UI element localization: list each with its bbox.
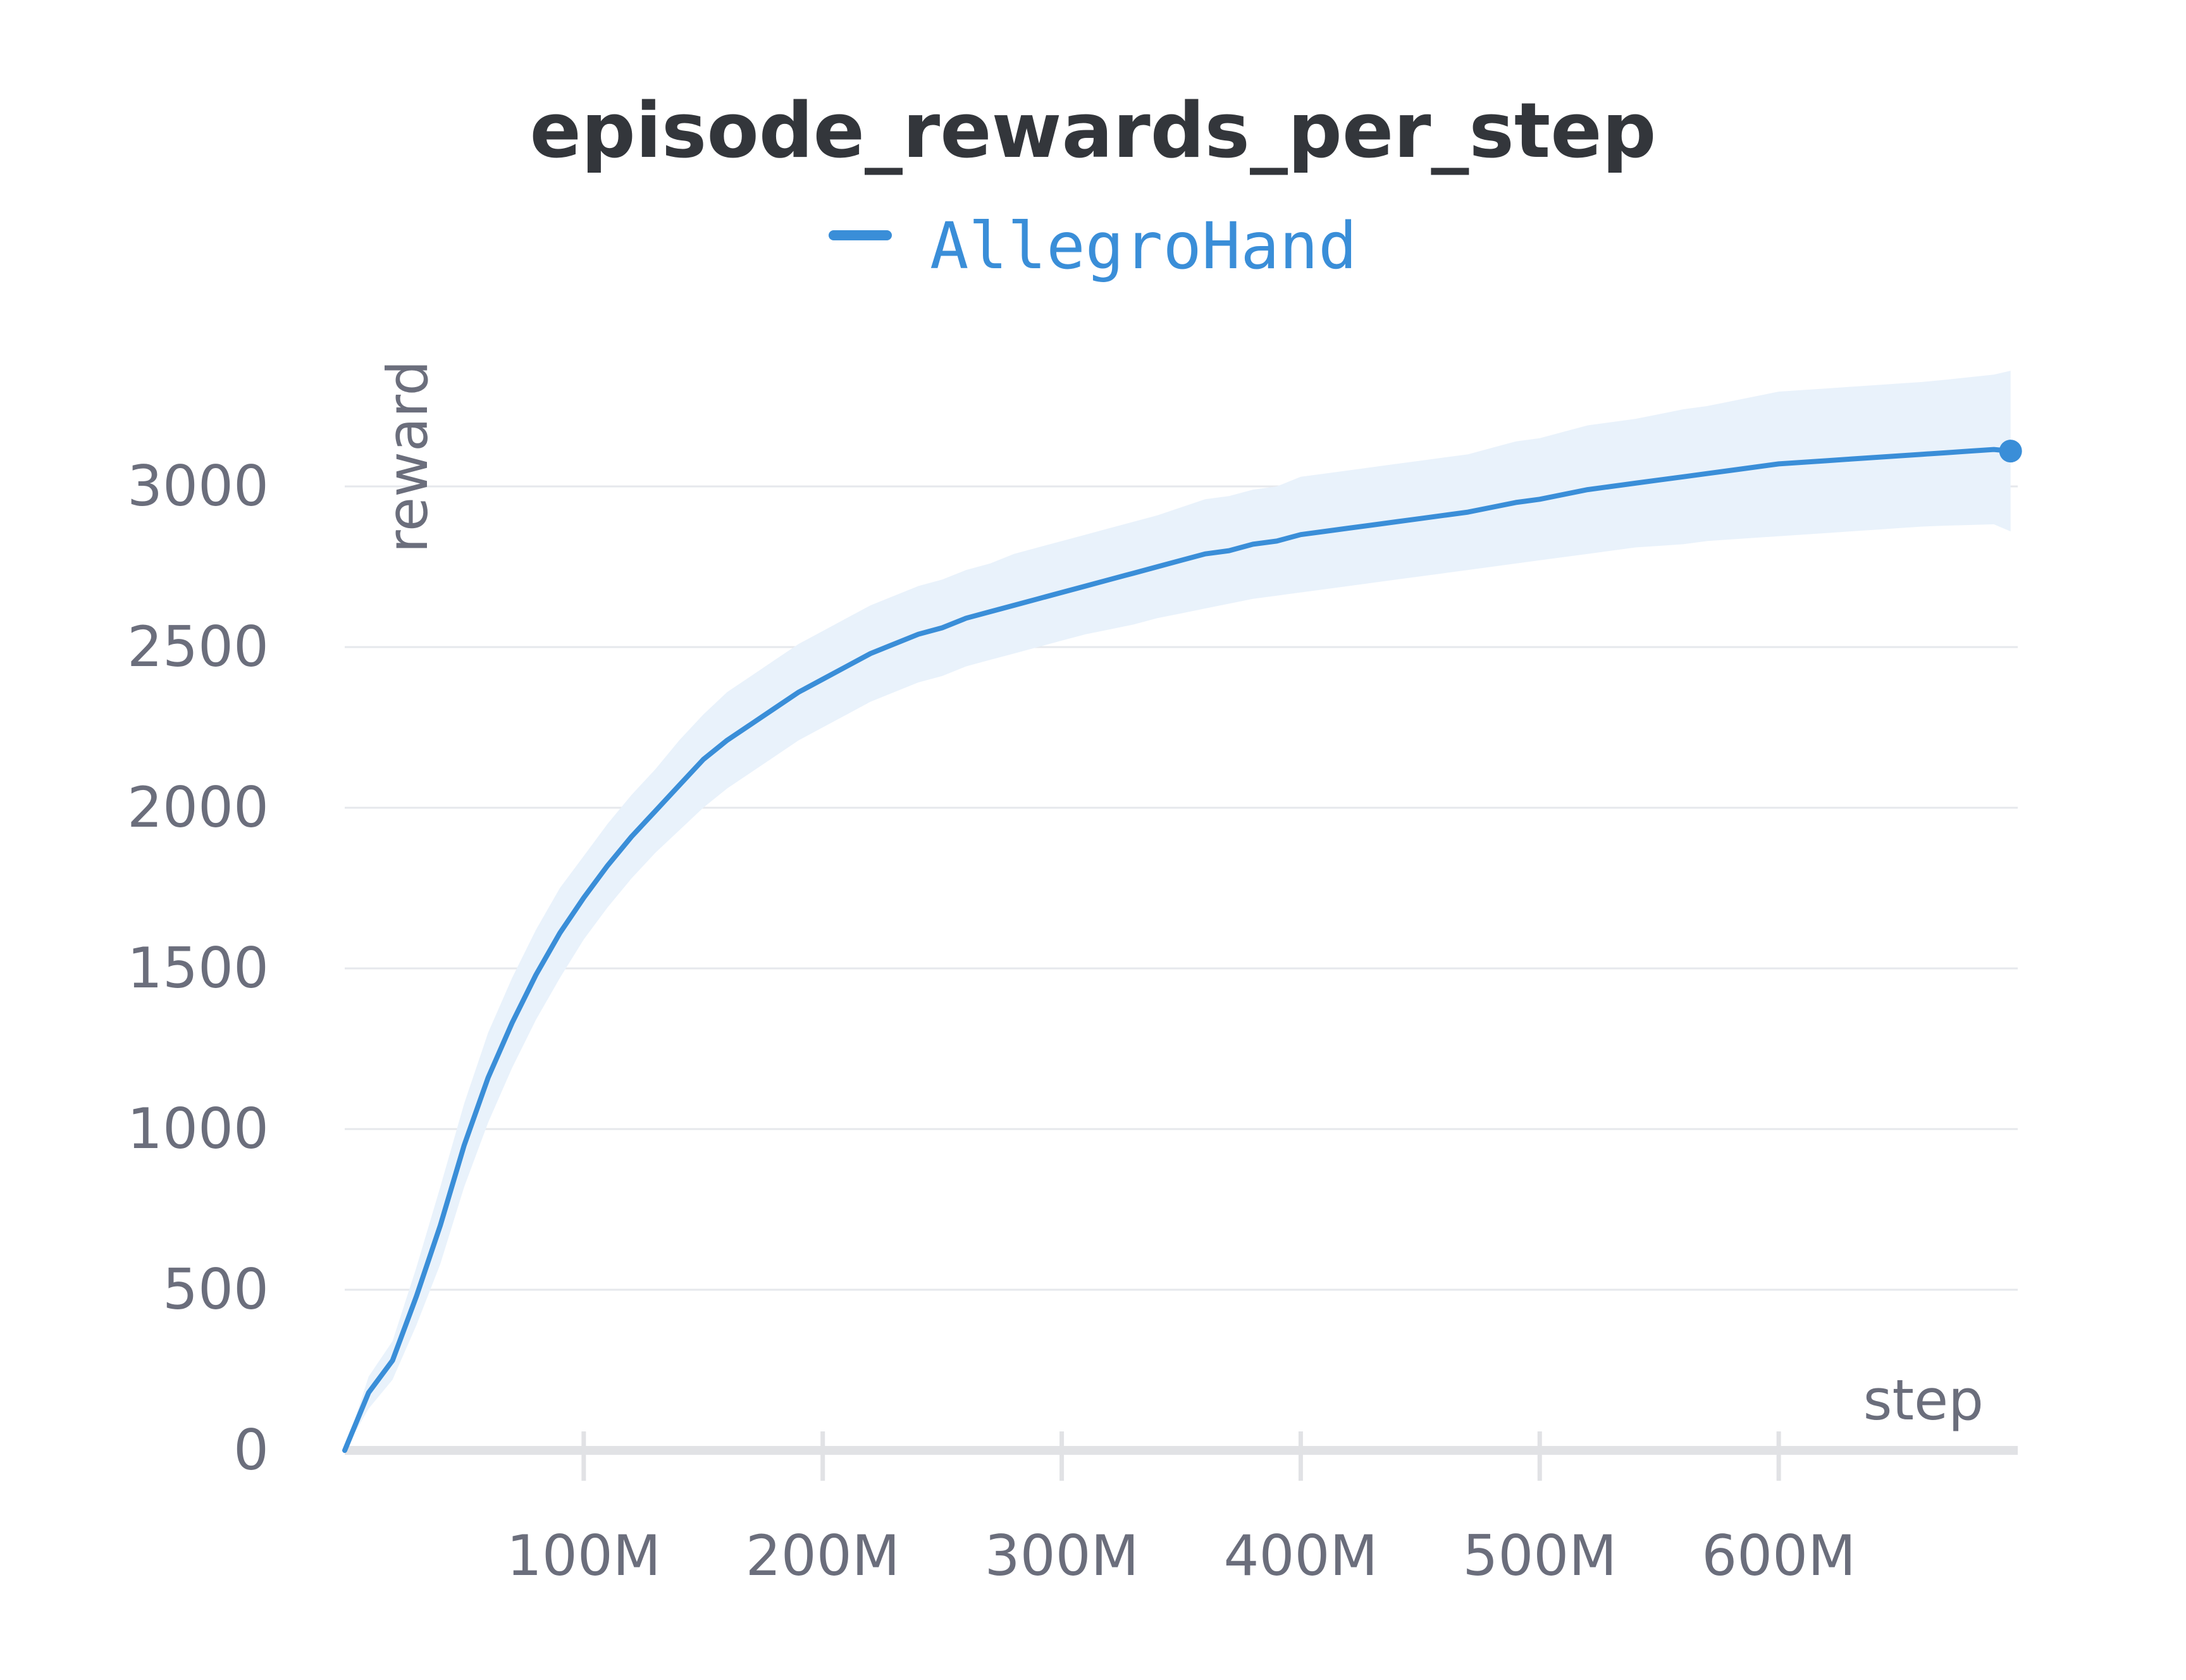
x-tick-label-100M: 100M — [507, 1523, 661, 1588]
y-tick-label-2500: 2500 — [127, 614, 269, 679]
axes — [345, 1431, 2018, 1481]
y-tick-label-3000: 3000 — [127, 454, 269, 519]
confidence-band-0 — [345, 371, 2011, 1450]
x-tick-label-200M: 200M — [746, 1523, 900, 1588]
y-tick-label-0: 0 — [233, 1418, 269, 1483]
x-tick-label-600M: 600M — [1701, 1523, 1856, 1588]
series-end-point-0 — [1999, 440, 2022, 463]
y-tick-label-1000: 1000 — [127, 1096, 269, 1161]
x-tick-labels: 100M 200M 300M 400M 500M 600M — [507, 1523, 1856, 1588]
legend-entry-label: AllegroHand — [930, 209, 1357, 284]
legend[interactable]: AllegroHand — [829, 209, 1357, 284]
y-axis-label: reward — [375, 361, 440, 553]
x-axis-label: step — [1863, 1368, 1984, 1433]
series-lines[interactable] — [342, 440, 2022, 1453]
chart-title: episode_rewards_per_step — [529, 87, 1656, 175]
series-line-0 — [342, 447, 2013, 1453]
x-tick-label-300M: 300M — [985, 1523, 1139, 1588]
confidence-bands — [345, 371, 2011, 1450]
y-tick-label-1500: 1500 — [127, 936, 269, 1001]
x-tick-label-500M: 500M — [1462, 1523, 1617, 1588]
legend-swatch — [829, 230, 892, 240]
y-tick-label-500: 500 — [163, 1257, 269, 1322]
y-tick-labels: 0 500 1000 1500 2000 2500 3000 — [127, 454, 269, 1483]
x-tick-label-400M: 400M — [1223, 1523, 1378, 1588]
y-tick-label-2000: 2000 — [127, 775, 269, 840]
